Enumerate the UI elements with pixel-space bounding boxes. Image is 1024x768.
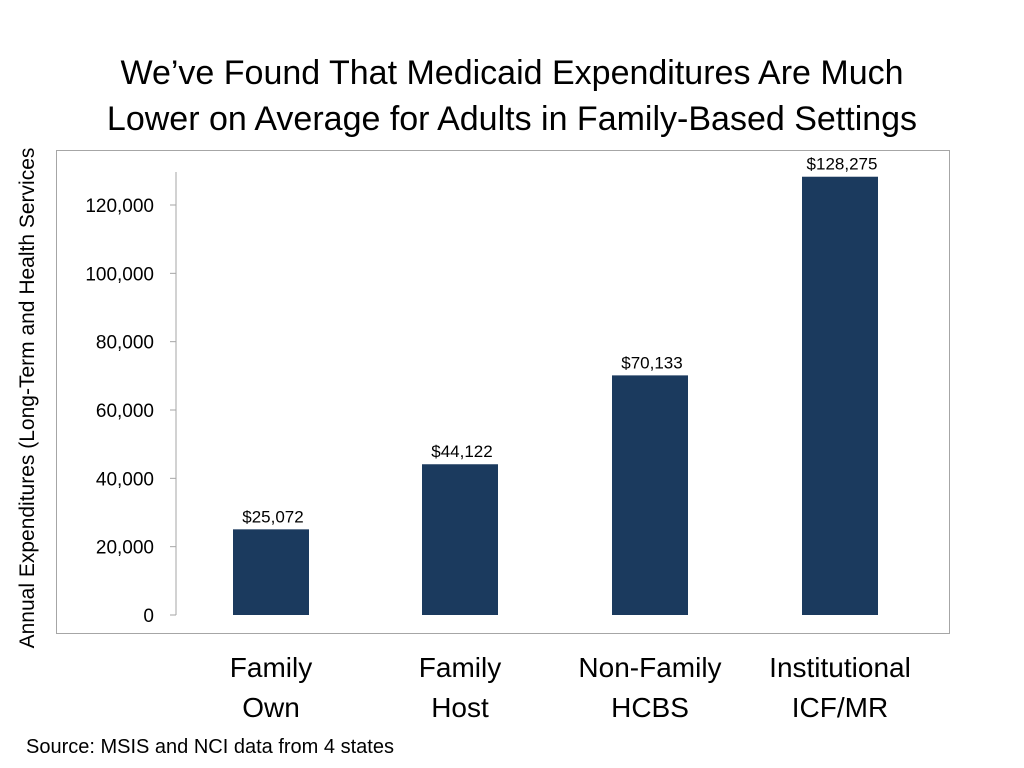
bar xyxy=(612,375,688,615)
category-label-line-1: Non-Family xyxy=(578,652,722,683)
y-tick-label: 40,000 xyxy=(96,469,154,490)
y-tick-label: 20,000 xyxy=(96,538,154,559)
bar-data-label: $25,072 xyxy=(242,507,303,526)
category-label-line-1: Institutional xyxy=(769,652,911,683)
y-tick-label: 60,000 xyxy=(96,401,154,422)
category-label-family-own: Family Own xyxy=(176,648,366,728)
category-label-line-2: Host xyxy=(431,692,489,723)
plot-area-frame xyxy=(56,150,950,634)
y-tick-label: 120,000 xyxy=(85,196,154,217)
chart-title: We’ve Found That Medicaid Expenditures A… xyxy=(40,50,984,142)
category-label-line-2: HCBS xyxy=(611,692,689,723)
bar xyxy=(233,529,309,615)
category-label-line-2: Own xyxy=(242,692,300,723)
bar-data-label: $70,133 xyxy=(621,353,682,372)
y-tick-label: 100,000 xyxy=(85,264,154,285)
category-label-family-host: Family Host xyxy=(365,648,555,728)
y-tick-label: 0 xyxy=(143,606,154,627)
chart-title-line-2: Lower on Average for Adults in Family-Ba… xyxy=(106,100,918,138)
bar xyxy=(422,464,498,615)
bar xyxy=(802,176,878,615)
category-label-non-family-hcbs: Non-Family HCBS xyxy=(555,648,745,728)
category-label-line-1: Family xyxy=(418,652,502,683)
bar-data-label: $128,275 xyxy=(807,155,878,174)
bar-data-label: $44,122 xyxy=(431,442,492,461)
category-label-line-2: ICF/MR xyxy=(791,692,889,723)
chart-title-line-1: We’ve Found That Medicaid Expenditures A… xyxy=(120,54,904,92)
source-note: Source: MSIS and NCI data from 4 states xyxy=(26,736,394,758)
y-tick-label: 80,000 xyxy=(96,333,154,354)
category-label-line-1: Family xyxy=(229,652,313,683)
category-label-institutional-icf-mr: Institutional ICF/MR xyxy=(745,648,935,728)
